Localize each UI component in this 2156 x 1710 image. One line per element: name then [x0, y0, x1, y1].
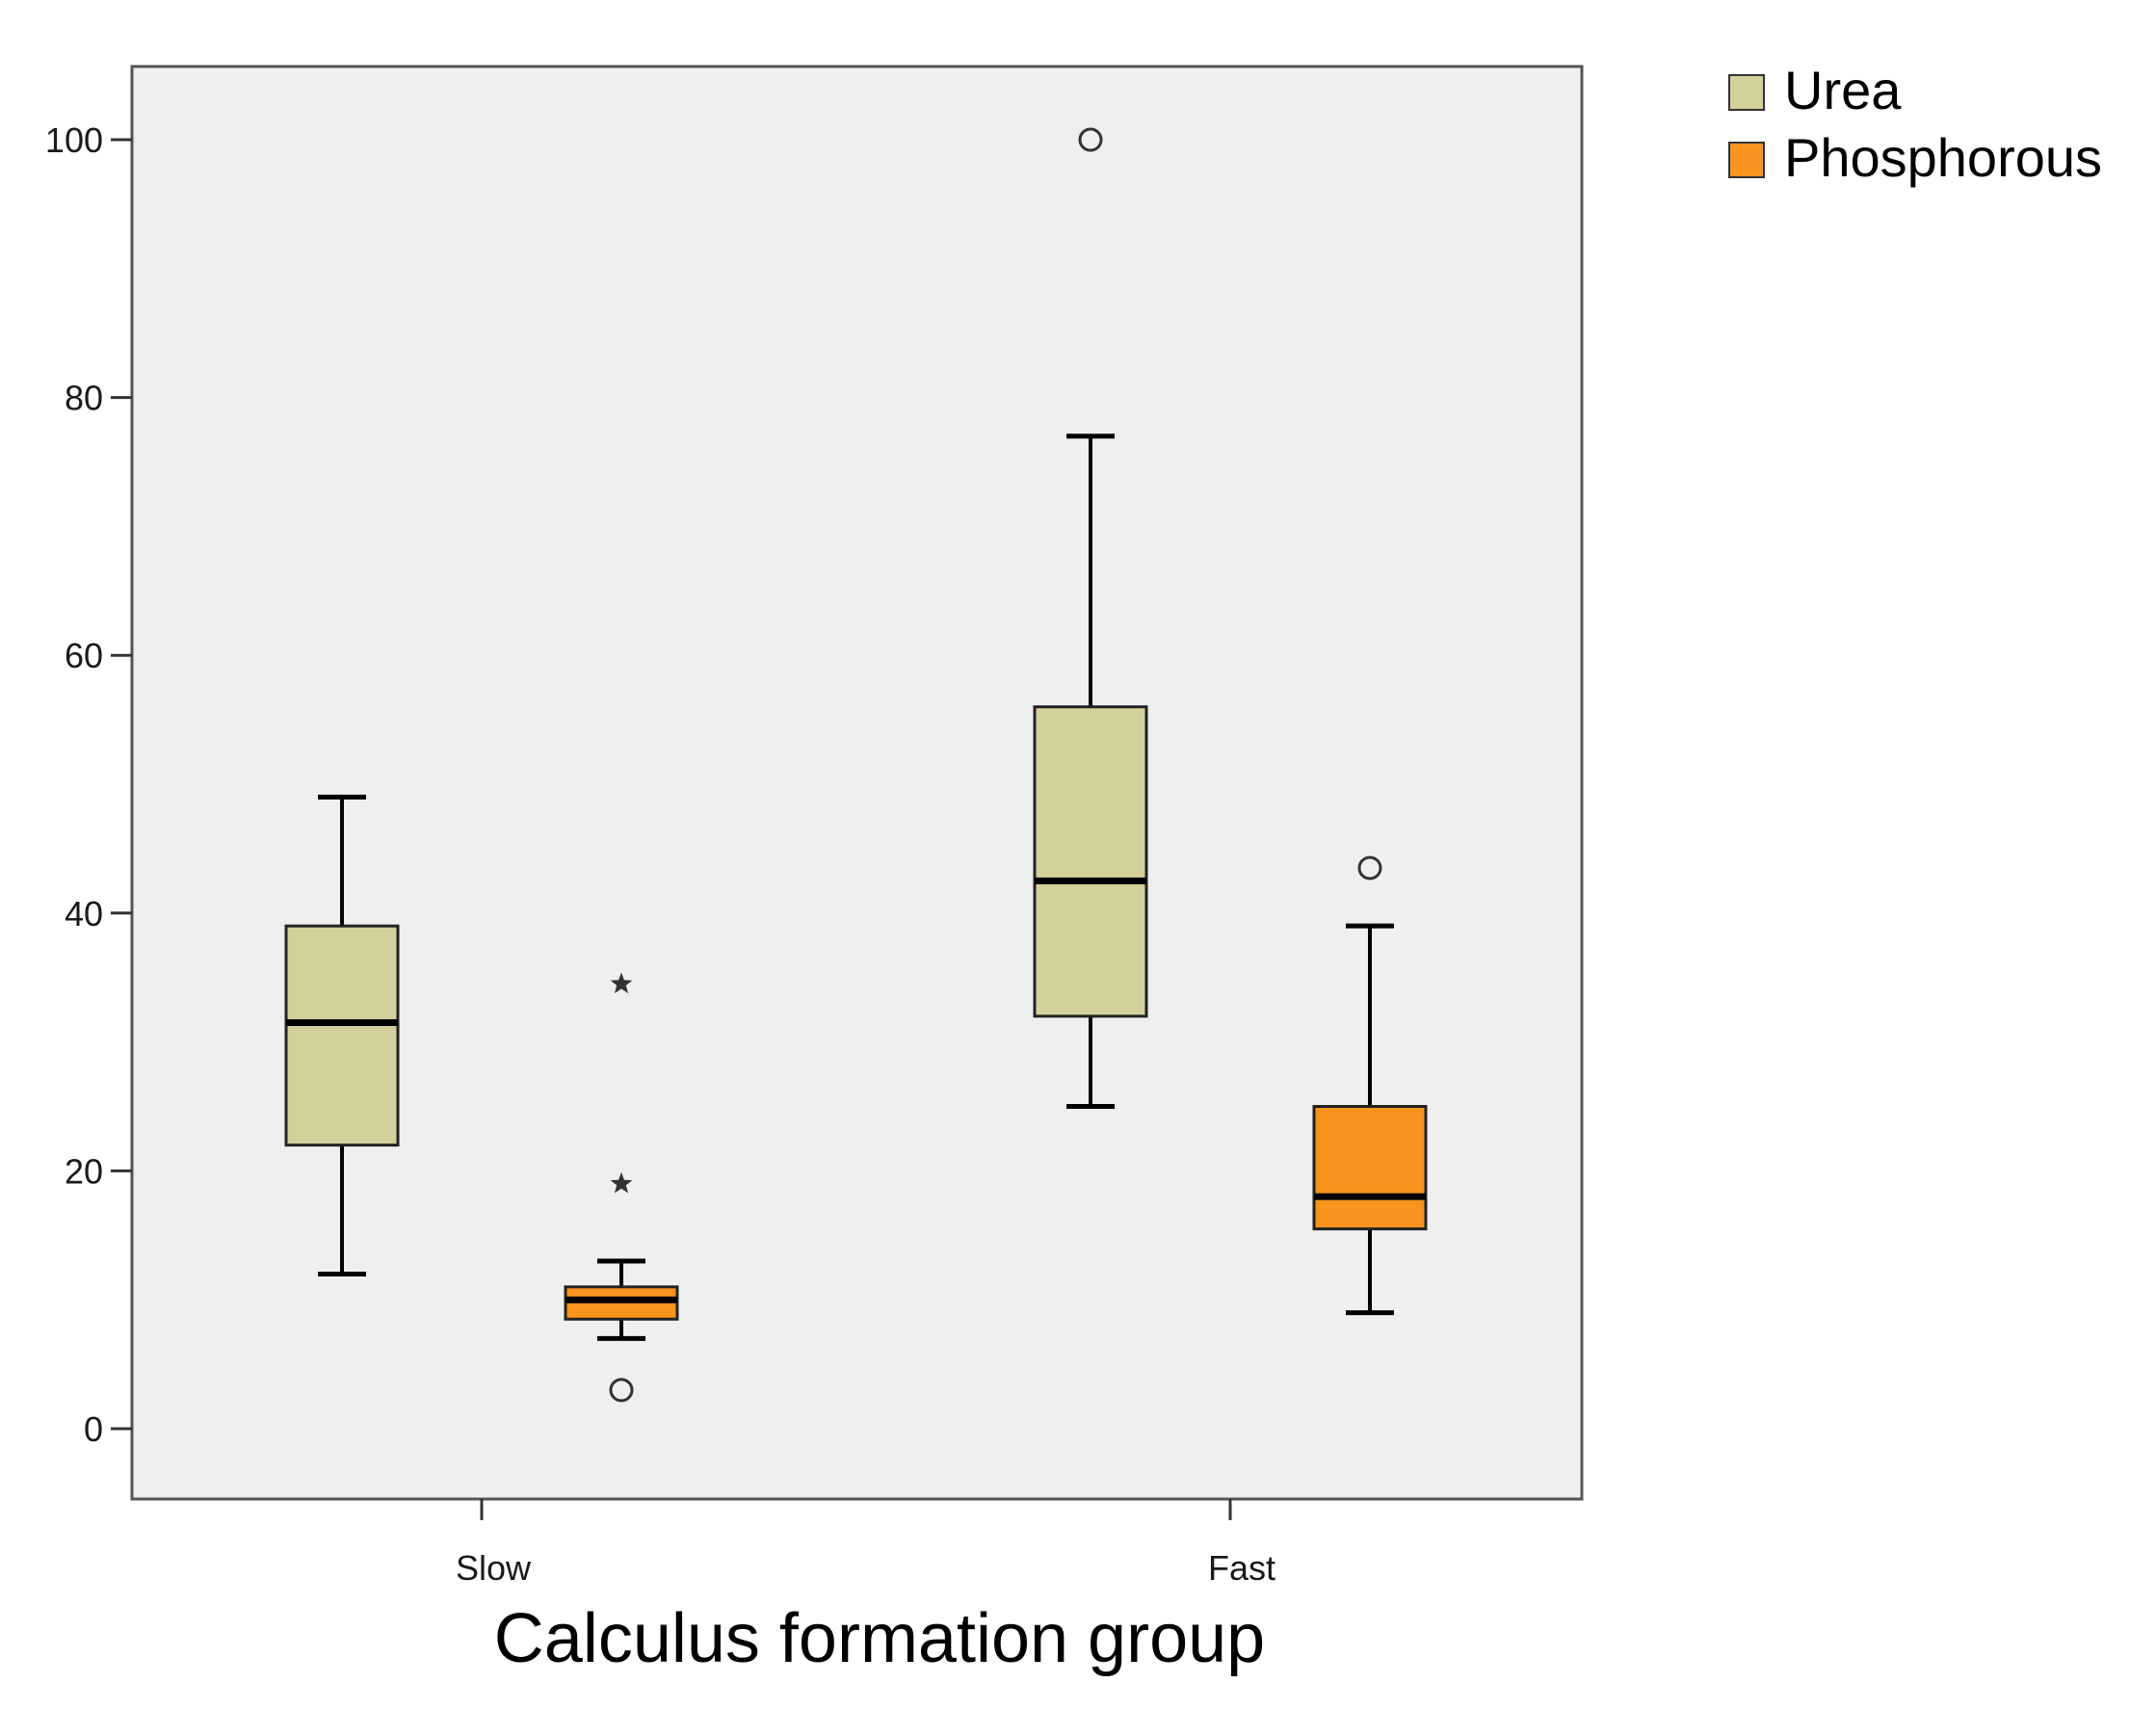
box-urea-fast	[1033, 127, 1148, 1109]
box-phosphorous-slow	[564, 972, 679, 1403]
extreme-point	[610, 1171, 633, 1194]
y-axis: 0 20 40 60 80 100	[45, 120, 132, 1449]
box-iqr	[1033, 705, 1148, 1018]
outlier-point	[1078, 127, 1103, 152]
box-iqr	[284, 924, 400, 1147]
y-tick-label: 20	[65, 1151, 103, 1191]
x-tick-label-slow: Slow	[456, 1548, 532, 1588]
x-axis-title: Calculus formation group	[494, 1600, 1265, 1677]
legend-label-phosphorous: Phosphorous	[1784, 127, 2102, 188]
extreme-point	[610, 972, 633, 994]
legend: Urea Phosphorous	[1728, 60, 2102, 188]
legend-label-urea: Urea	[1784, 60, 1902, 120]
plot-area	[130, 65, 1584, 1501]
outlier-point	[1357, 855, 1382, 881]
box-iqr	[1312, 1105, 1428, 1231]
y-tick-label: 100	[45, 120, 103, 160]
x-axis: Slow Fast	[456, 1499, 1275, 1588]
outlier-point	[609, 1378, 634, 1403]
legend-swatch-urea	[1728, 74, 1765, 111]
y-tick-label: 80	[65, 379, 103, 418]
y-tick-label: 60	[65, 636, 103, 675]
legend-swatch-phosphorous	[1728, 142, 1765, 178]
box-phosphorous-fast	[1312, 855, 1428, 1316]
box-series-group	[284, 127, 1428, 1403]
y-tick-label: 40	[65, 894, 103, 934]
x-tick-label-fast: Fast	[1208, 1548, 1275, 1588]
box-urea-slow	[284, 794, 400, 1276]
y-tick-label: 0	[84, 1409, 103, 1449]
